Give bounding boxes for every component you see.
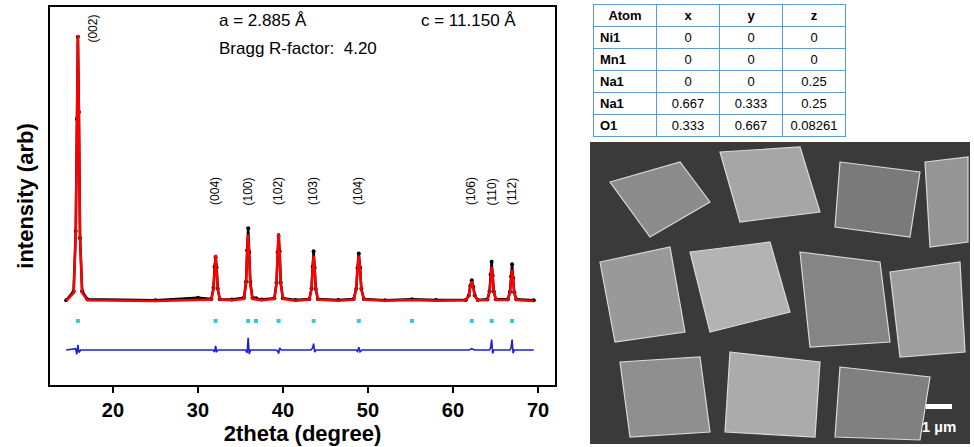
- svg-text:70: 70: [527, 399, 549, 421]
- html-text:0.667: 0.667: [671, 96, 705, 111]
- svg-text:1 µm: 1 µm: [922, 418, 957, 435]
- html-text:Na1: Na1: [600, 96, 624, 111]
- html-text:Ni1: Ni1: [600, 30, 621, 45]
- html-text:Atom: Atom: [608, 8, 642, 23]
- svg-text:(110): (110): [485, 178, 499, 205]
- svg-text:40: 40: [272, 399, 294, 421]
- html-text:0.25: 0.25: [801, 96, 827, 111]
- html-text:Na1: Na1: [600, 74, 624, 89]
- svg-text:(106): (106): [464, 177, 478, 205]
- svg-text:(104): (104): [351, 177, 365, 205]
- svg-text:30: 30: [187, 399, 209, 421]
- svg-text:(100): (100): [241, 177, 255, 205]
- html-text:x: x: [684, 8, 692, 23]
- svg-text:(103): (103): [306, 177, 320, 205]
- html-text:z: z: [810, 8, 818, 23]
- svg-text:50: 50: [357, 399, 379, 421]
- html-text:0: 0: [684, 74, 692, 89]
- svg-text:2theta (degree): 2theta (degree): [224, 421, 382, 446]
- svg-text:Bragg R-factor: 4.20: Bragg R-factor: 4.20: [219, 39, 377, 58]
- html-text:Mn1: Mn1: [600, 52, 626, 67]
- html-text:0.08261: 0.08261: [790, 118, 838, 133]
- html-text:0.333: 0.333: [734, 96, 768, 111]
- svg-text:(102): (102): [271, 177, 285, 205]
- html-text:y: y: [747, 8, 755, 23]
- svg-text:intensity (arb): intensity (arb): [13, 123, 38, 268]
- html-text:0: 0: [747, 30, 755, 45]
- svg-text:(004): (004): [208, 177, 222, 205]
- html-text:0: 0: [810, 52, 818, 67]
- svg-text:a = 2.885 Å: a = 2.885 Å: [219, 11, 307, 30]
- html-text:0: 0: [684, 52, 692, 67]
- html-text:0.333: 0.333: [671, 118, 705, 133]
- html-text:0: 0: [684, 30, 692, 45]
- svg-text:60: 60: [442, 399, 464, 421]
- svg-text:(002): (002): [86, 15, 100, 43]
- html-text:0.25: 0.25: [801, 74, 827, 89]
- svg-text:20: 20: [102, 399, 124, 421]
- svg-text:(112): (112): [505, 178, 519, 205]
- html-text:0.667: 0.667: [734, 118, 768, 133]
- html-text:O1: O1: [600, 118, 618, 133]
- svg-text:c = 11.150 Å: c = 11.150 Å: [421, 11, 516, 30]
- html-text:0: 0: [747, 52, 755, 67]
- html-text:0: 0: [810, 30, 818, 45]
- html-text:0: 0: [747, 74, 755, 89]
